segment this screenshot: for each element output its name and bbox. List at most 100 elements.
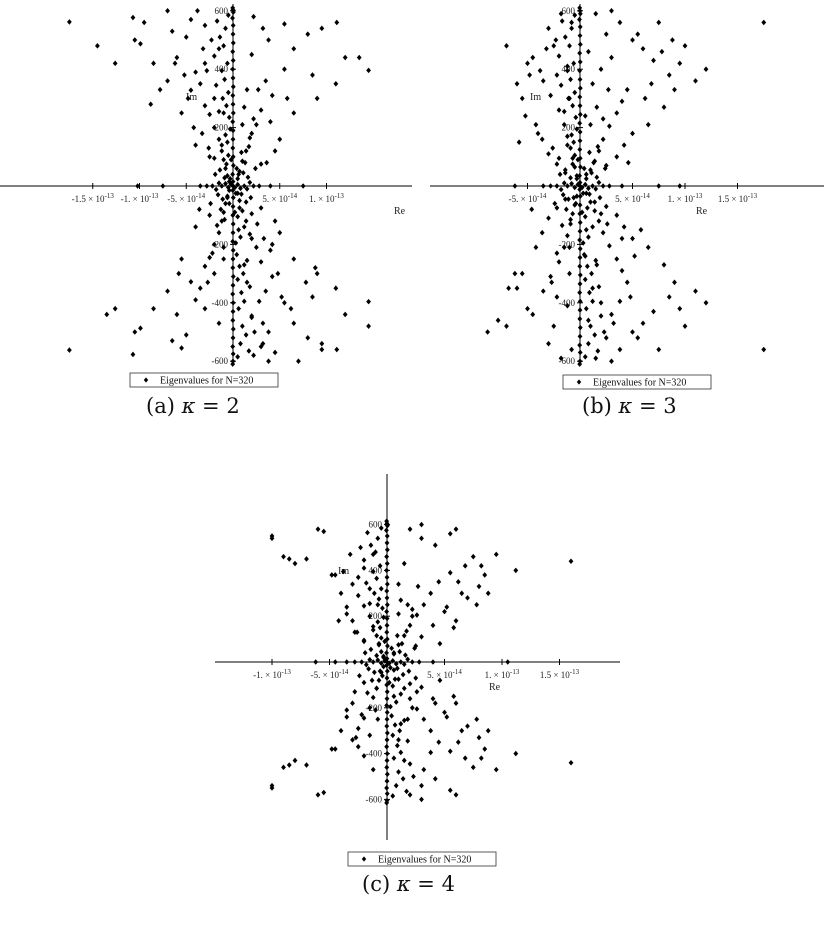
eigenvalue-point (432, 542, 438, 549)
eigenvalue-point (243, 199, 249, 205)
eigenvalue-point (225, 12, 231, 18)
eigenvalue-point (141, 19, 147, 26)
eigenvalue-point (582, 276, 588, 283)
eigenvalue-point (552, 200, 558, 207)
eigenvalue-point (233, 190, 239, 197)
eigenvalue-point (384, 785, 390, 791)
eigenvalue-point (598, 300, 604, 306)
eigenvalue-point (367, 656, 373, 663)
eigenvalue-point (574, 175, 580, 182)
eigenvalue-point (236, 171, 242, 178)
eigenvalue-point (269, 273, 275, 280)
eigenvalue-point (414, 706, 420, 712)
eigenvalue-point (228, 156, 234, 163)
eigenvalue-point (370, 766, 376, 773)
eigenvalue-point (529, 206, 535, 213)
eigenvalue-point (305, 335, 311, 341)
eigenvalue-point (333, 81, 339, 87)
eigenvalue-point (230, 238, 236, 245)
eigenvalue-point (239, 208, 245, 214)
eigenvalue-point (593, 10, 599, 17)
eigenvalue-point (300, 183, 306, 189)
eigenvalue-point (384, 650, 389, 656)
caption-a-symbol: κ (181, 394, 196, 418)
eigenvalue-point (391, 693, 397, 700)
eigenvalue-point (226, 200, 232, 207)
eigenvalue-point (232, 209, 238, 216)
eigenvalue-point (384, 750, 390, 757)
eigenvalue-point (651, 57, 656, 64)
eigenvalue-point (222, 175, 227, 181)
eigenvalue-point (384, 771, 390, 778)
eigenvalue-point (596, 283, 602, 290)
eigenvalue-point (447, 569, 453, 576)
eigenvalue-point (394, 665, 400, 672)
y-tick-label: -400 (559, 298, 576, 308)
eigenvalue-point (368, 542, 374, 549)
eigenvalue-point (566, 95, 571, 102)
eigenvalue-point (160, 183, 166, 189)
eigenvalue-point (567, 270, 572, 277)
eigenvalue-point (549, 279, 555, 286)
eigenvalue-point (208, 200, 213, 207)
eigenvalue-point (577, 94, 583, 100)
eigenvalue-point (600, 229, 606, 236)
eigenvalue-point (367, 705, 373, 711)
eigenvalue-point (419, 782, 424, 789)
eigenvalue-point (384, 574, 390, 581)
eigenvalue-point (614, 256, 620, 262)
eigenvalue-point (319, 340, 325, 347)
y-tick-label: 600 (215, 6, 229, 16)
eigenvalue-point (544, 45, 549, 52)
eigenvalue-point (619, 98, 625, 105)
eigenvalue-point (235, 181, 241, 188)
eigenvalue-point (344, 659, 350, 665)
eigenvalue-point (416, 659, 422, 665)
eigenvalue-point (282, 66, 287, 72)
eigenvalue-point (202, 60, 208, 67)
eigenvalue-point (577, 137, 583, 144)
eigenvalue-point (384, 622, 390, 629)
eigenvalue-point (236, 227, 242, 233)
eigenvalue-point (374, 575, 380, 582)
eigenvalue-point (354, 629, 360, 636)
eigenvalue-point (225, 184, 231, 191)
eigenvalue-point (601, 329, 607, 335)
eigenvalue-point (565, 67, 570, 74)
eigenvalue-point (221, 244, 227, 251)
eigenvalue-point (573, 114, 579, 121)
eigenvalue-point (375, 619, 381, 625)
eigenvalue-point (375, 535, 381, 542)
eigenvalue-point (378, 635, 384, 641)
eigenvalue-point (304, 762, 309, 768)
eigenvalue-point (405, 601, 411, 608)
eigenvalue-point (562, 170, 568, 176)
eigenvalue-point (587, 149, 592, 156)
eigenvalue-point (333, 285, 339, 291)
eigenvalue-point (485, 329, 490, 335)
eigenvalue-point (430, 622, 436, 629)
eigenvalue-point (577, 179, 583, 186)
eigenvalue-point (277, 136, 283, 143)
eigenvalue-point (212, 171, 218, 178)
eigenvalue-point (356, 54, 362, 61)
eigenvalue-point (399, 640, 405, 647)
eigenvalue-point (188, 87, 194, 94)
eigenvalue-point (384, 688, 390, 695)
eigenvalue-point (211, 53, 217, 59)
eigenvalue-point (656, 346, 662, 353)
eigenvalue-point (407, 526, 413, 532)
eigenvalue-point (447, 787, 453, 794)
eigenvalue-point (546, 151, 551, 157)
eigenvalue-point (254, 221, 260, 227)
eigenvalue-point (382, 638, 388, 645)
eigenvalue-point (230, 361, 236, 367)
eigenvalue-point (361, 565, 367, 571)
eigenvalue-point (224, 139, 230, 145)
eigenvalue-point (269, 92, 275, 99)
eigenvalue-point (571, 60, 577, 67)
eigenvalue-point (530, 54, 536, 61)
eigenvalue-point (384, 675, 390, 681)
eigenvalue-point (244, 257, 250, 264)
eigenvalue-point (95, 43, 100, 49)
